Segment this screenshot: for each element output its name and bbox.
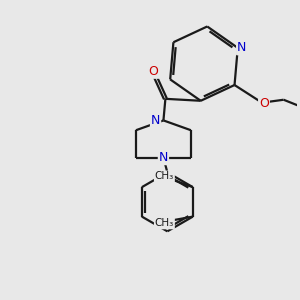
- Text: O: O: [259, 97, 269, 110]
- Text: CH₃: CH₃: [155, 218, 174, 229]
- Text: N: N: [159, 151, 168, 164]
- Text: N: N: [237, 41, 246, 54]
- Text: CH₃: CH₃: [155, 171, 174, 182]
- Text: N: N: [151, 114, 160, 127]
- Text: O: O: [149, 65, 159, 78]
